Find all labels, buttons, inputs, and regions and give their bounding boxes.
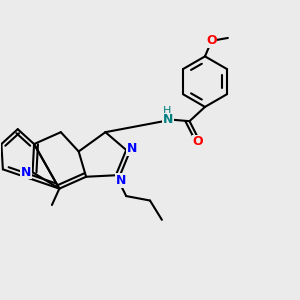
- Text: N: N: [163, 113, 173, 126]
- Text: O: O: [193, 136, 203, 148]
- Text: N: N: [127, 142, 137, 155]
- Text: N: N: [21, 166, 31, 179]
- Text: N: N: [116, 174, 126, 187]
- Text: H: H: [163, 106, 171, 116]
- Text: O: O: [206, 34, 217, 47]
